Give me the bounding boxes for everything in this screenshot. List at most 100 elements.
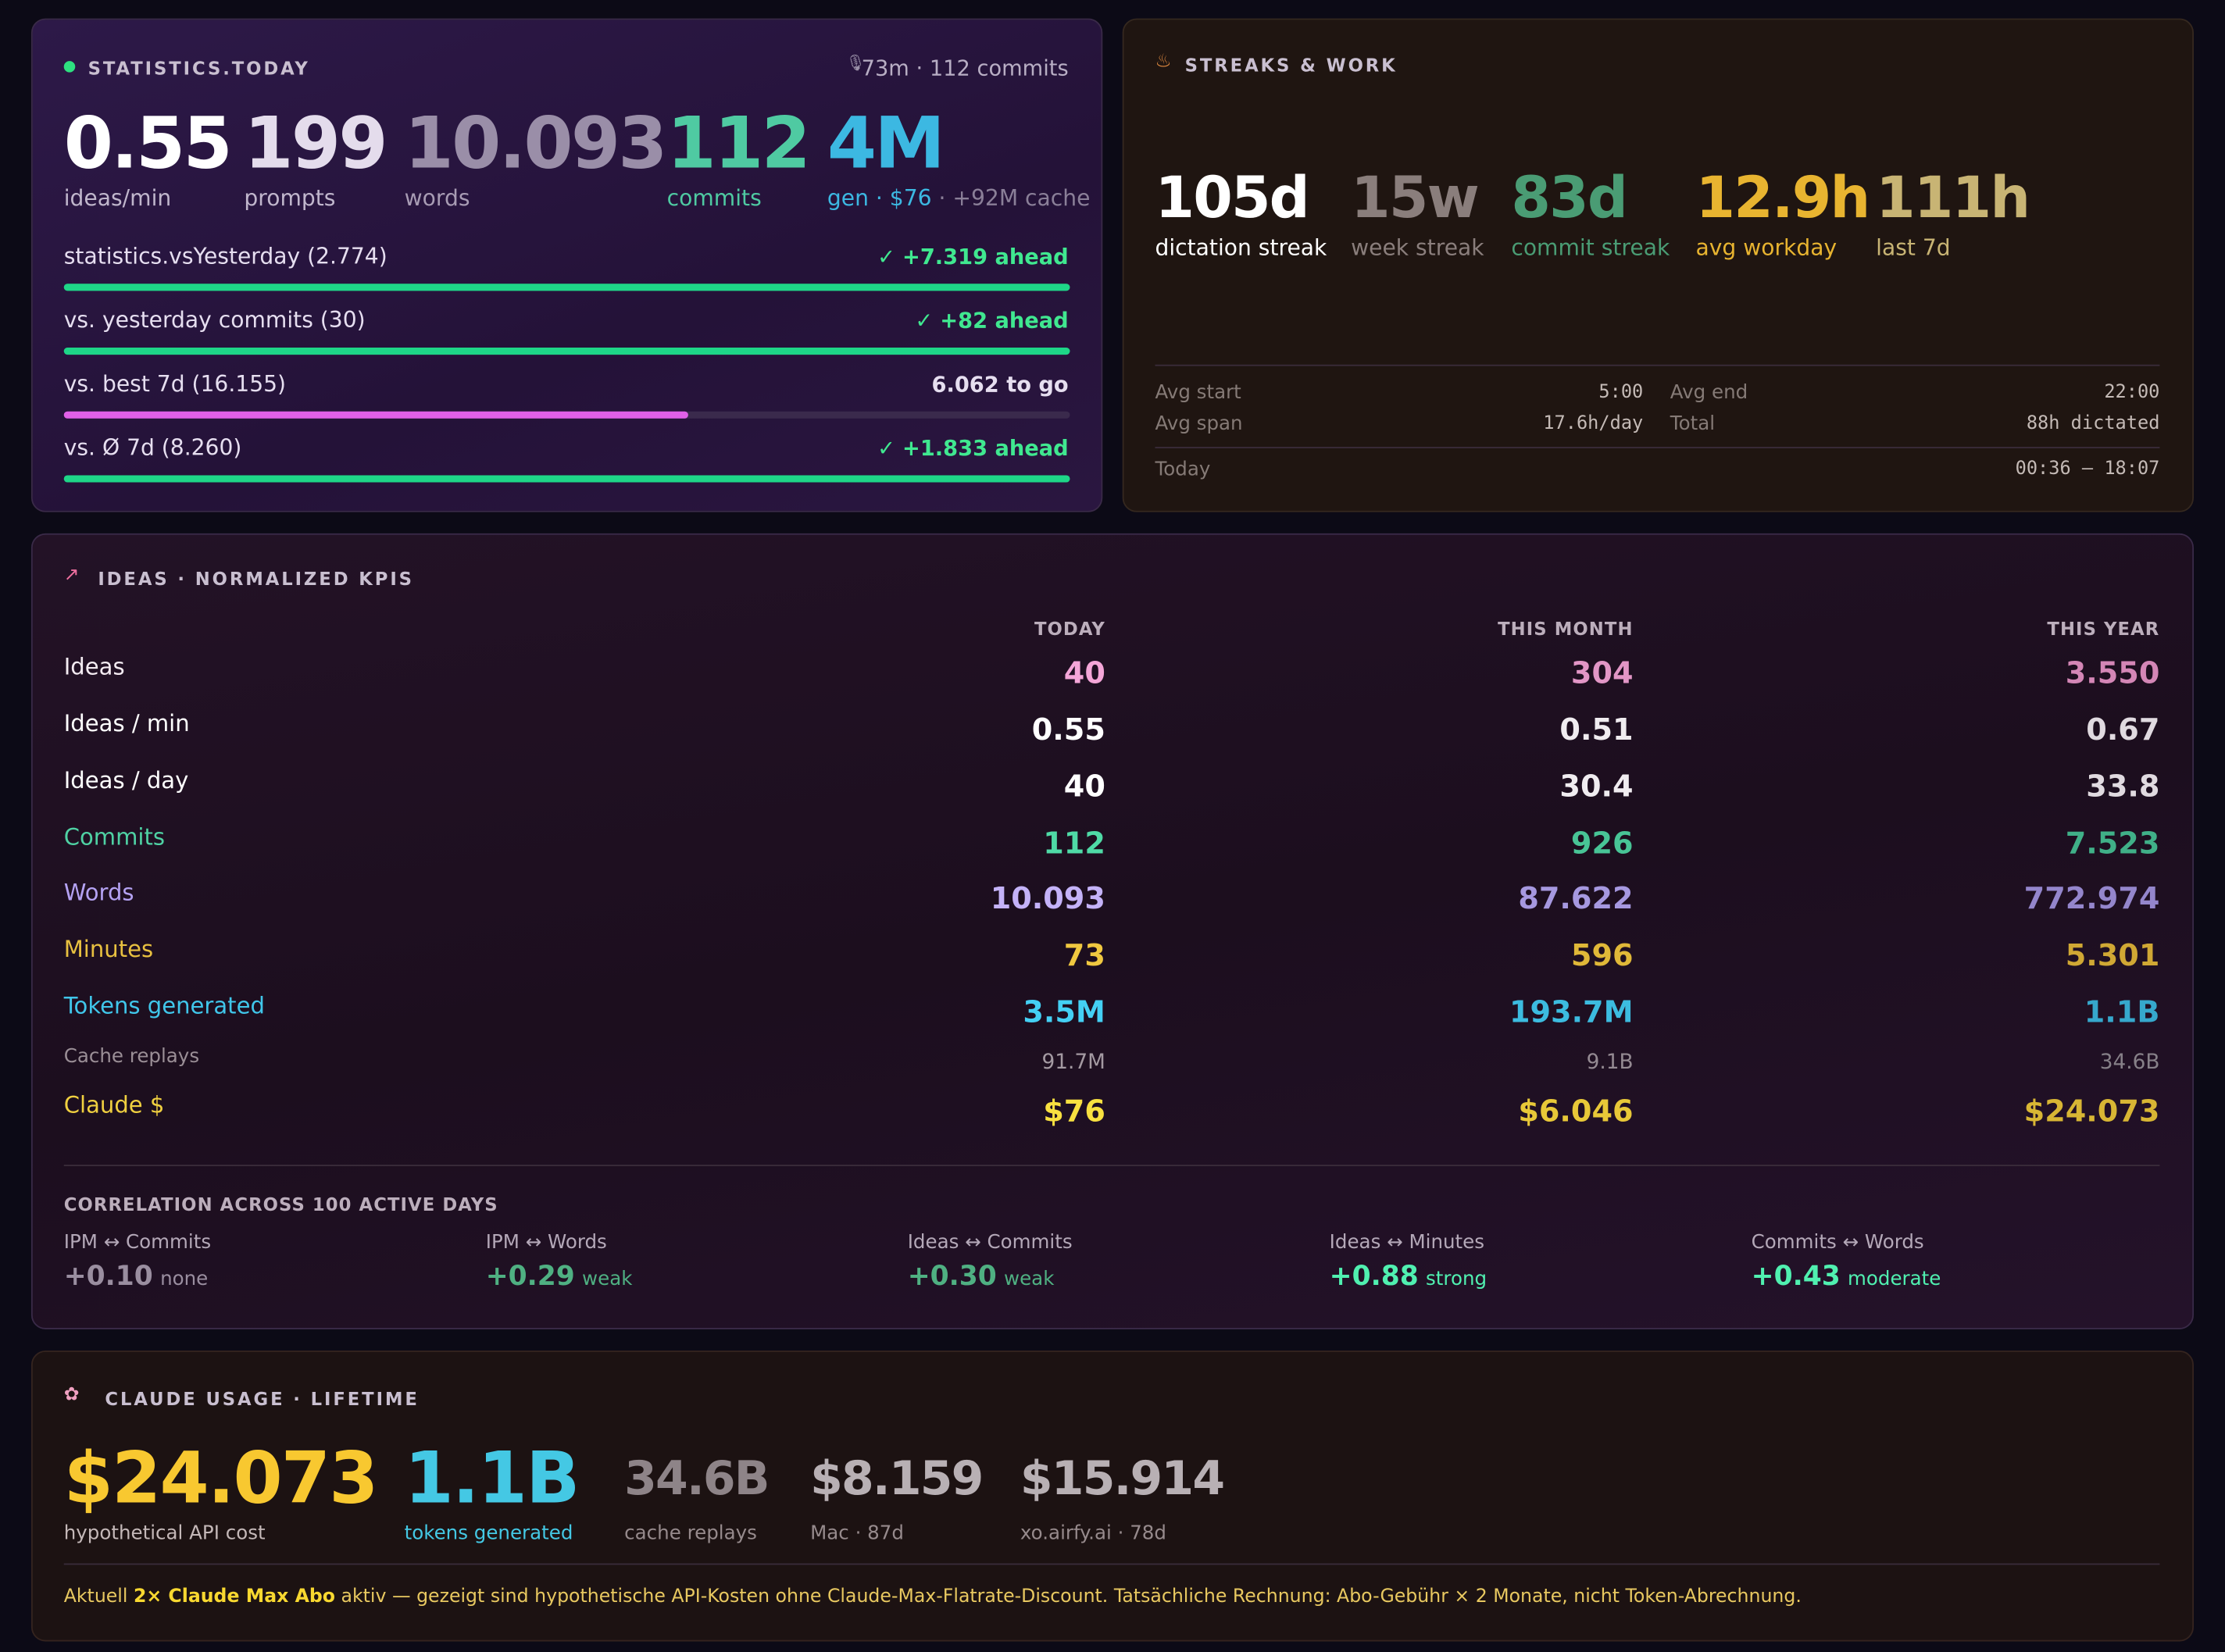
detail-label: Avg span (1155, 412, 1243, 436)
row-value: $24.073 (2023, 1094, 2160, 1129)
correlation-strength: weak (1004, 1268, 1055, 1291)
kpi-label: words (404, 185, 470, 212)
streaks-panel (1122, 18, 2194, 512)
row-value: 304 (1570, 655, 1634, 690)
row-value: 0.67 (2086, 712, 2160, 748)
usage-label: tokens generated (404, 1522, 573, 1545)
row-value: 40 (1063, 655, 1105, 690)
progress-track (63, 411, 1070, 419)
kpi-label: commits (666, 185, 762, 212)
brain-icon: ✿ (63, 1384, 80, 1406)
note-part: aktiv — gezeigt sind hypothetische API-K… (341, 1586, 1802, 1608)
row-value: 40 (1063, 769, 1105, 804)
usage-label: xo.airfy.ai · 78d (1020, 1522, 1166, 1545)
detail-value: 17.6h/day (1543, 412, 1644, 435)
row-value: 3.550 (2065, 655, 2160, 690)
row-value: 926 (1570, 826, 1634, 861)
kpi-label-extra: · +92M cache (938, 185, 1091, 212)
row-value: $76 (1043, 1094, 1105, 1129)
progress-track (63, 347, 1070, 355)
streak-label: commit streak (1511, 234, 1670, 261)
streak-label: dictation streak (1155, 234, 1327, 261)
correlation-label: IPM ↔ Commits (63, 1231, 212, 1254)
kpi-value: 112 (666, 102, 811, 185)
correlation-label: Ideas ↔ Minutes (1329, 1231, 1485, 1254)
panel-title: CLAUDE USAGE · LIFETIME (105, 1388, 420, 1410)
column-header: THIS YEAR (2047, 617, 2160, 640)
kpi-value: 10.093 (404, 102, 668, 185)
detail-value: 22:00 (2104, 381, 2160, 404)
row-label: Cache replays (63, 1045, 200, 1069)
comparison-status-text: +1.833 ahead (902, 435, 1069, 462)
streak-label: week streak (1351, 234, 1484, 261)
usage-value: $24.073 (63, 1436, 379, 1520)
correlation-number: +0.30 (907, 1260, 997, 1292)
progress-track (63, 284, 1070, 291)
usage-label: hypothetical API cost (63, 1522, 266, 1545)
correlation-number: +0.10 (63, 1260, 153, 1292)
correlation-strength: none (160, 1268, 209, 1291)
comparison-status-text: +82 ahead (940, 308, 1069, 334)
kpi-label: prompts (244, 185, 336, 212)
correlation-value: +0.88 strong (1330, 1261, 1487, 1293)
correlation-label: Commits ↔ Words (1751, 1231, 1924, 1254)
progress-track (63, 475, 1070, 483)
row-value: 3.5M (1023, 994, 1105, 1029)
correlation-value: +0.29 weak (486, 1261, 633, 1293)
comparison-status: ✓ +1.833 ahead (877, 436, 1069, 462)
kpi-value: 4M (827, 102, 945, 185)
progress-fill (63, 284, 1070, 291)
row-value: 193.7M (1509, 994, 1634, 1029)
row-label: Tokens generated (63, 992, 265, 1019)
usage-value: 34.6B (624, 1450, 770, 1506)
comparison-label: vs. yesterday commits (30) (63, 307, 366, 334)
correlation-strength: moderate (1847, 1268, 1941, 1291)
row-label: Ideas (63, 653, 125, 680)
detail-label: Avg end (1670, 381, 1748, 405)
row-value: 0.51 (1559, 712, 1634, 748)
note-part: 2× Claude Max Abo (133, 1586, 335, 1608)
streak-value: 111h (1876, 166, 2030, 232)
row-value: 0.55 (1031, 712, 1105, 748)
row-value: 33.8 (2086, 769, 2160, 804)
row-label: Ideas / min (63, 709, 190, 737)
kpi-label-main: gen · $76 (827, 185, 932, 212)
flame-icon: ♨ (1155, 51, 1172, 73)
correlation-value: +0.43 moderate (1752, 1261, 1941, 1293)
check-icon: ✓ (915, 308, 934, 334)
row-label: Minutes (63, 935, 154, 963)
row-value: 9.1B (1586, 1051, 1634, 1075)
progress-fill (63, 475, 1070, 483)
detail-value: 5:00 (1598, 381, 1644, 404)
comparison-status: ✓ +7.319 ahead (877, 244, 1069, 269)
row-value: 87.622 (1518, 881, 1634, 916)
row-value: 73 (1063, 938, 1105, 972)
usage-value: $8.159 (810, 1450, 984, 1506)
usage-value: $15.914 (1020, 1450, 1225, 1506)
row-value: 10.093 (990, 881, 1105, 916)
correlation-strength: weak (582, 1268, 633, 1291)
row-label: Commits (63, 823, 166, 851)
divider (1155, 364, 2160, 366)
comparison-status: ✓ +82 ahead (915, 308, 1068, 334)
streak-label: last 7d (1876, 234, 1951, 261)
column-header: TODAY (1034, 617, 1105, 640)
detail-label: Today (1155, 458, 1211, 481)
check-icon: ✓ (877, 435, 895, 462)
row-value: 7.523 (2065, 826, 2160, 861)
panel-title: IDEAS · NORMALIZED KPIS (98, 568, 414, 590)
kpi-label: ideas/min (63, 185, 172, 212)
claude-panel (30, 1351, 2194, 1642)
row-label: Words (63, 879, 134, 906)
row-value: 596 (1570, 938, 1634, 972)
comparison-status: 6.062 to go (932, 372, 1069, 398)
detail-value: 88h dictated (2026, 412, 2160, 435)
comparison-label: statistics.vsYesterday (2.774) (63, 243, 388, 269)
progress-fill (63, 347, 1070, 355)
row-value: $6.046 (1518, 1094, 1634, 1129)
streak-value: 12.9h (1695, 166, 1870, 232)
stats-panel (30, 18, 1103, 512)
row-label: Claude $ (63, 1091, 165, 1119)
